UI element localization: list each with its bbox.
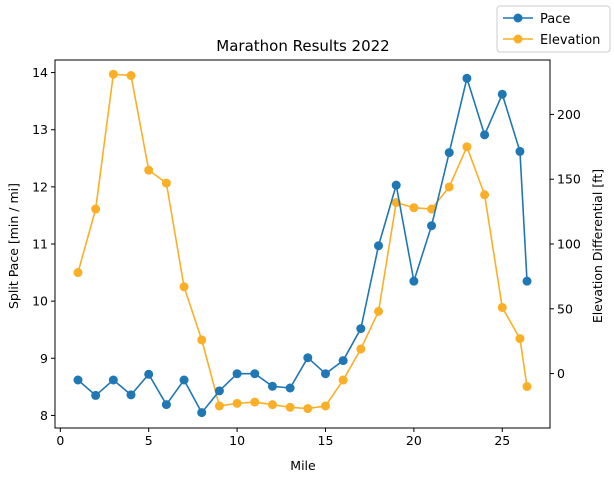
data-point-elevation [356, 344, 366, 354]
x-tick-label: 20 [406, 433, 422, 448]
y-right-tick-label: 150 [557, 172, 581, 187]
y-left-tick-label: 11 [32, 237, 48, 252]
data-point-elevation [320, 401, 330, 411]
data-point-elevation [522, 382, 532, 392]
data-point-elevation [214, 401, 224, 411]
data-point-pace [409, 276, 419, 286]
data-point-elevation [73, 268, 83, 278]
data-point-pace [303, 353, 313, 363]
data-point-pace [250, 369, 260, 379]
y-left-tick-label: 8 [40, 408, 48, 423]
data-point-elevation [232, 398, 242, 408]
y-left-tick-label: 13 [32, 122, 48, 137]
data-point-elevation [462, 142, 472, 152]
data-point-pace [462, 73, 472, 83]
plot-frame [54, 59, 551, 429]
data-point-pace [480, 130, 490, 140]
y-right-tick-label: 200 [557, 107, 581, 122]
series-line-pace [77, 77, 528, 414]
data-point-pace [144, 369, 154, 379]
y-left-tick-label: 14 [32, 65, 48, 80]
data-point-pace [126, 390, 136, 400]
data-point-elevation [303, 404, 313, 414]
data-point-elevation [250, 397, 260, 407]
legend-marker-elevation [513, 34, 523, 44]
data-point-pace [338, 356, 348, 366]
data-point-pace [522, 276, 532, 286]
x-tick-label: 0 [56, 433, 64, 448]
data-point-elevation [480, 190, 490, 200]
data-point-pace [391, 180, 401, 190]
data-point-pace [356, 324, 366, 334]
legend-marker-pace [513, 13, 523, 23]
data-point-pace [497, 89, 507, 99]
data-point-elevation [91, 204, 101, 214]
data-point-pace [320, 369, 330, 379]
chart-title: Marathon Results 2022 [216, 37, 389, 55]
data-point-elevation [497, 302, 507, 312]
legend: Pace Elevation [496, 5, 611, 53]
y-left-tick-label: 12 [32, 179, 48, 194]
data-point-elevation [515, 334, 525, 344]
data-point-elevation [108, 69, 118, 79]
data-point-elevation [409, 203, 419, 213]
y-axis-label-right: Elevation Differential [ft] [590, 169, 605, 323]
legend-label-pace: Pace [540, 12, 570, 27]
data-point-pace [197, 408, 207, 418]
series-line-elevation [77, 73, 528, 410]
data-point-pace [214, 386, 224, 396]
y-right-tick-label: 0 [557, 366, 565, 381]
data-point-pace [73, 375, 83, 385]
data-point-elevation [267, 400, 277, 410]
data-point-pace [179, 375, 189, 385]
data-point-pace [374, 241, 384, 251]
data-point-elevation [144, 165, 154, 175]
data-point-pace [285, 383, 295, 393]
data-point-elevation [126, 71, 136, 81]
data-point-pace [427, 221, 437, 231]
data-point-elevation [179, 282, 189, 292]
data-point-pace [161, 400, 171, 410]
x-tick-label: 15 [318, 433, 334, 448]
x-tick-label: 10 [229, 433, 245, 448]
data-point-pace [444, 148, 454, 158]
data-point-elevation [427, 204, 437, 214]
data-point-pace [232, 369, 242, 379]
y-right-tick-label: 100 [557, 237, 581, 252]
data-point-elevation [161, 178, 171, 188]
data-point-pace [91, 390, 101, 400]
data-point-elevation [338, 375, 348, 385]
y-left-tick-label: 9 [40, 351, 48, 366]
data-point-pace [515, 146, 525, 156]
data-point-elevation [444, 182, 454, 192]
x-tick-label: 25 [494, 433, 510, 448]
plot-layer: 0 5 10 15 20 25 8 9 10 11 12 13 14 0 50 100 150 200 [32, 59, 581, 448]
data-point-pace [267, 381, 277, 391]
data-point-pace [108, 375, 118, 385]
data-point-elevation [197, 335, 207, 345]
y-left-tick-label: 10 [32, 294, 48, 309]
x-axis-label: Mile [290, 458, 316, 473]
data-point-elevation [374, 306, 384, 316]
y-axis-label-left: Split Pace [min / mi] [6, 183, 21, 309]
data-point-elevation [285, 402, 295, 412]
x-tick-label: 5 [145, 433, 153, 448]
legend-label-elevation: Elevation [540, 33, 600, 48]
y-right-tick-label: 50 [557, 301, 573, 316]
